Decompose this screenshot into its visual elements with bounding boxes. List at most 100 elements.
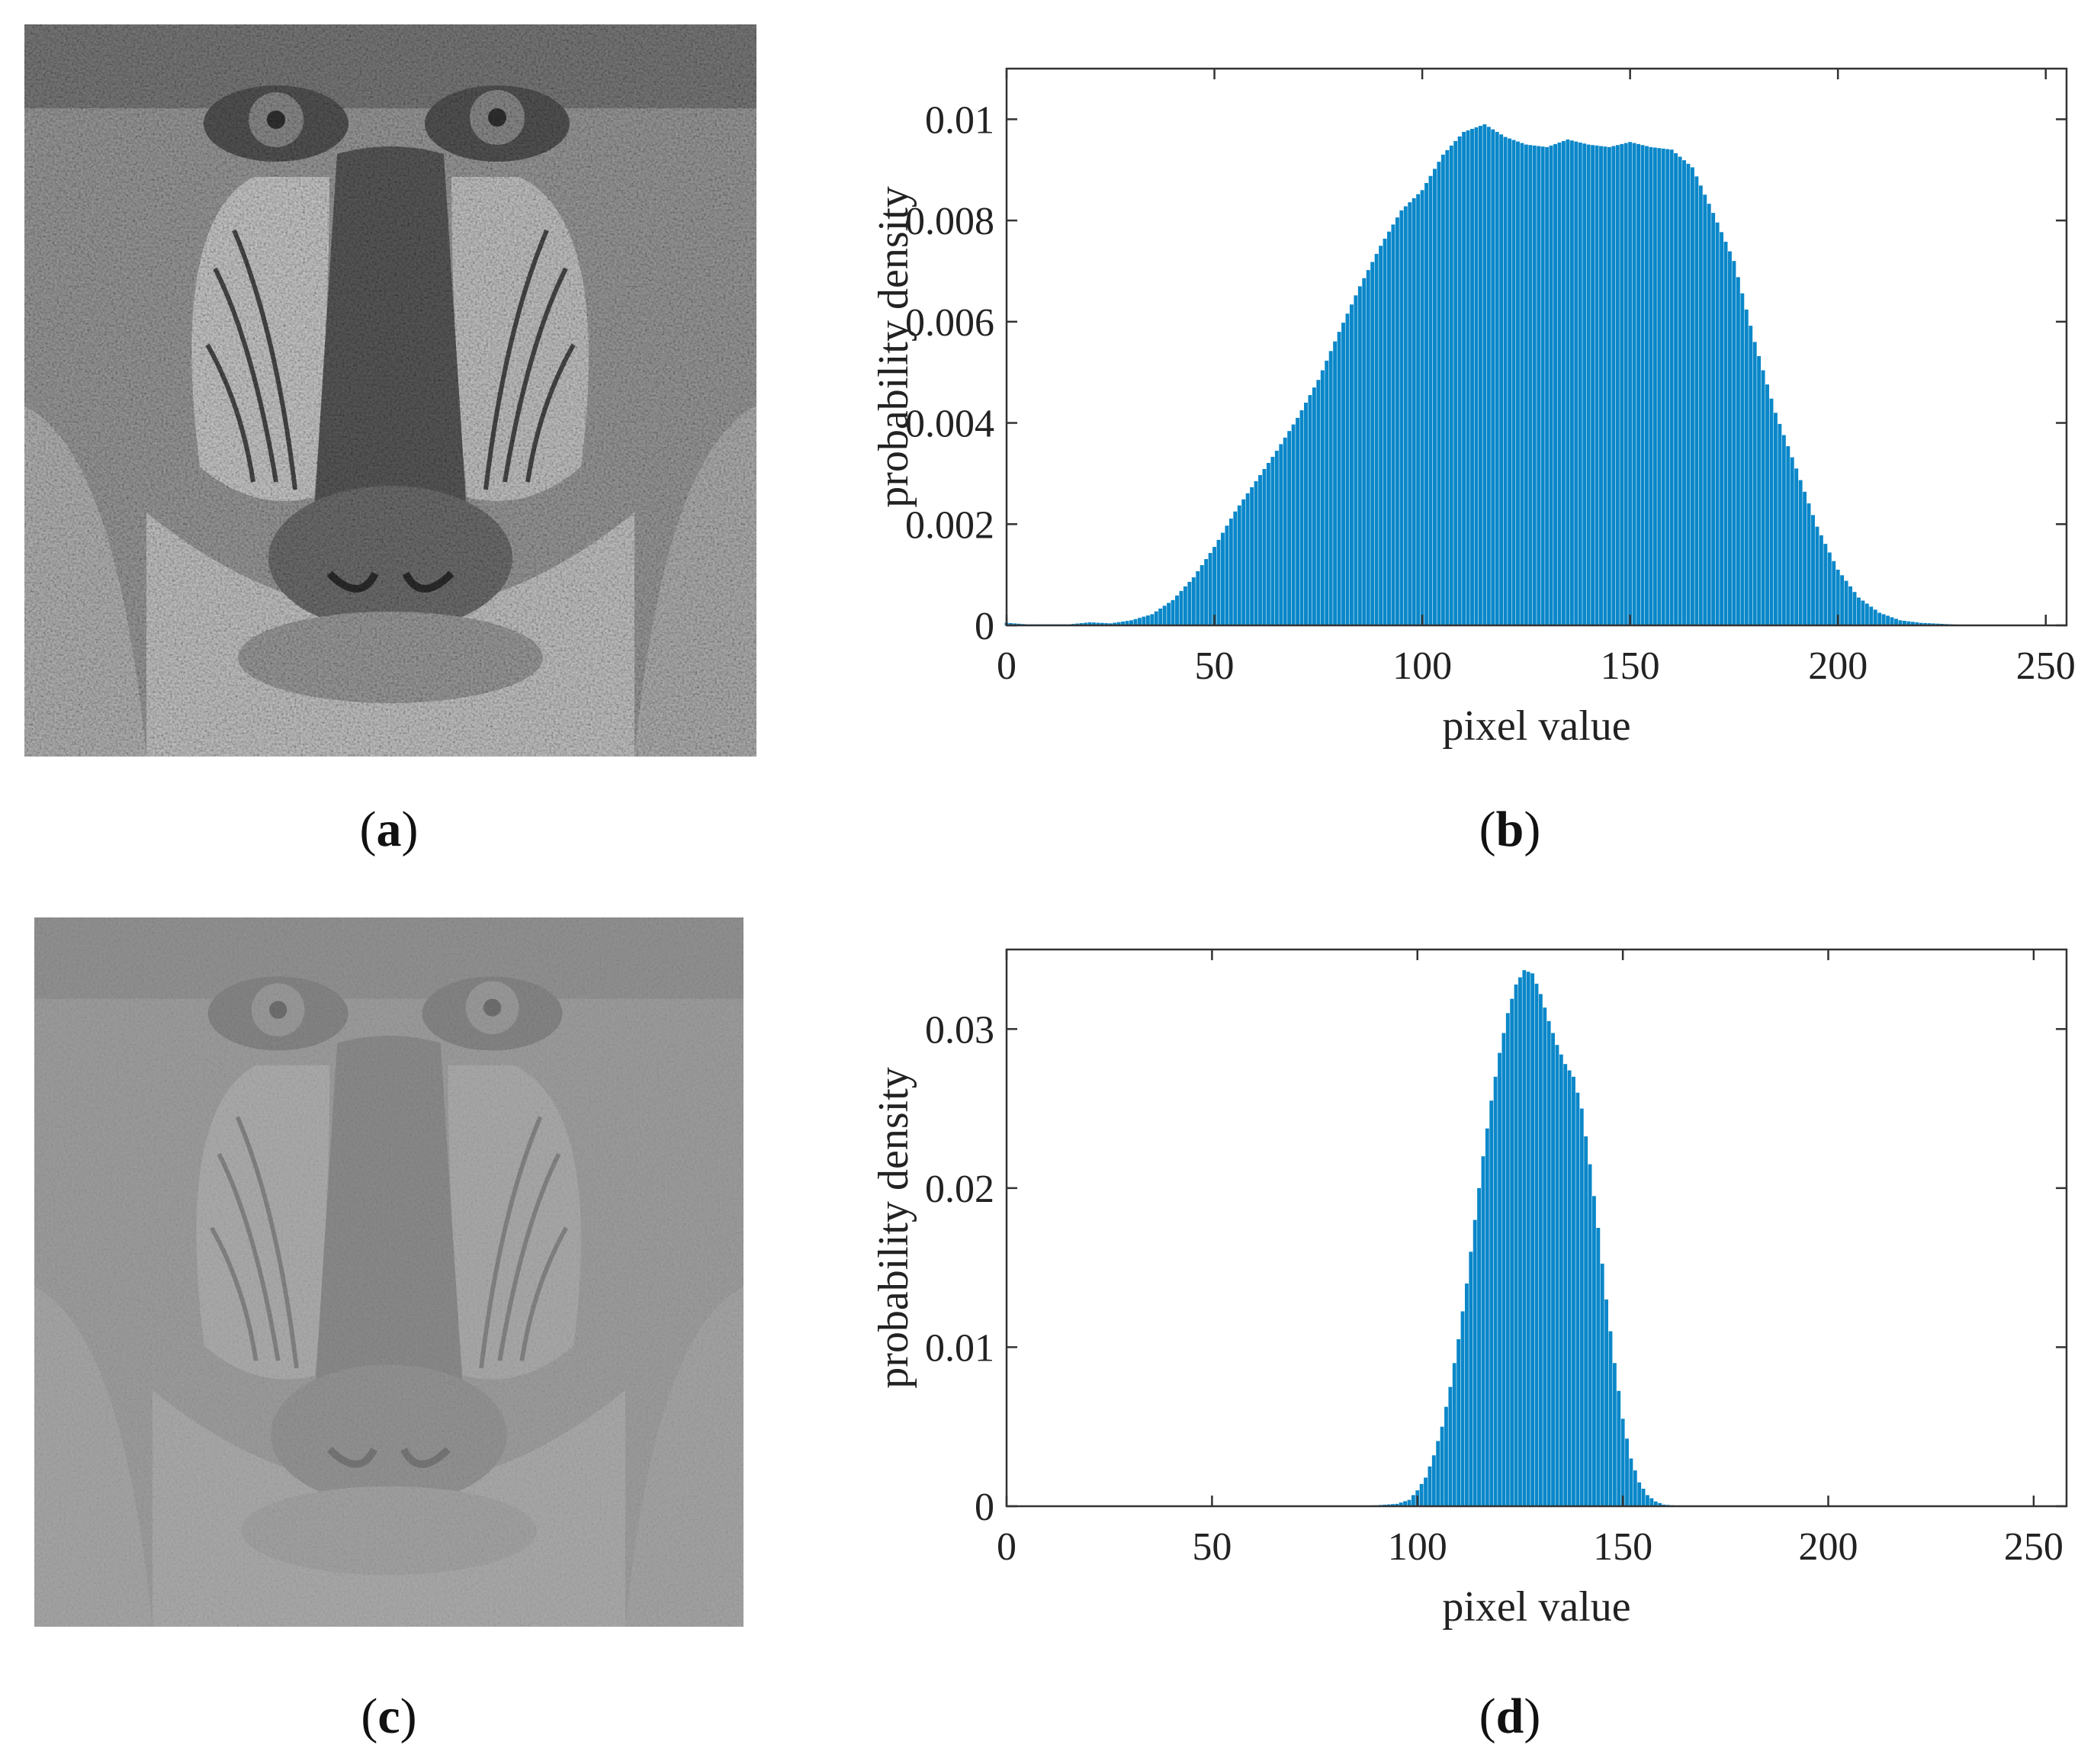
histogram-bar bbox=[1474, 127, 1479, 626]
histogram-bar bbox=[1087, 622, 1092, 625]
histogram-bar bbox=[1703, 194, 1707, 625]
histogram-bar bbox=[1129, 620, 1133, 625]
histogram-bar bbox=[1765, 384, 1769, 625]
histogram-bar bbox=[1419, 1483, 1424, 1506]
histogram-bar bbox=[1682, 160, 1686, 625]
panel-caption-b: (b) bbox=[1479, 802, 1541, 857]
histogram-bar bbox=[1510, 998, 1514, 1506]
histogram-bar bbox=[1482, 124, 1487, 625]
histogram-svg-d: 0 50 100 150 200 250 0 0.01 0.02 0.03 pixel value p… bbox=[870, 948, 2068, 1631]
histogram-bar bbox=[1661, 148, 1665, 626]
histogram-bar bbox=[1674, 153, 1678, 625]
x-tick-label: 100 bbox=[1392, 644, 1452, 688]
histogram-bar bbox=[1514, 984, 1518, 1506]
histogram-bar bbox=[1079, 623, 1084, 625]
histogram-bar bbox=[1596, 1228, 1601, 1506]
histogram-bar bbox=[1592, 1196, 1596, 1506]
histogram-bar bbox=[1457, 136, 1462, 625]
histogram-bar bbox=[1408, 202, 1412, 625]
histogram-bar bbox=[1698, 185, 1703, 626]
histogram-bar bbox=[1274, 451, 1279, 625]
histogram-bar bbox=[1379, 246, 1383, 625]
histogram-bar bbox=[1744, 309, 1749, 625]
histogram-bar bbox=[1579, 1108, 1584, 1506]
histogram-bar bbox=[1604, 1299, 1609, 1506]
histogram-bar bbox=[1578, 142, 1582, 625]
histogram-bar bbox=[1555, 1045, 1559, 1506]
histogram-bar bbox=[1464, 1284, 1469, 1506]
histogram-bar bbox=[1416, 194, 1421, 625]
histogram-bar bbox=[1600, 1263, 1604, 1506]
histogram-bar bbox=[1312, 387, 1316, 625]
x-tick-label: 100 bbox=[1388, 1525, 1447, 1569]
histogram-bar bbox=[1191, 577, 1196, 625]
histogram-bar bbox=[1320, 370, 1325, 625]
histogram-bar bbox=[1603, 146, 1607, 625]
histogram-bar bbox=[1183, 586, 1187, 625]
histogram-bar bbox=[1440, 154, 1445, 625]
histogram-bar bbox=[1241, 499, 1246, 625]
histogram-bar bbox=[1424, 1477, 1428, 1506]
histogram-bar bbox=[1403, 1501, 1408, 1506]
histogram-bar bbox=[1584, 1136, 1588, 1506]
histogram-bar bbox=[1620, 1419, 1625, 1506]
histogram-bar bbox=[1711, 213, 1716, 625]
histogram-bar bbox=[1216, 539, 1221, 625]
histogram-bar bbox=[1915, 622, 1919, 625]
histogram-bar bbox=[1391, 1504, 1395, 1506]
histogram-bar bbox=[1658, 1502, 1662, 1506]
x-tick-label: 150 bbox=[1593, 1525, 1652, 1569]
histogram-bar bbox=[1890, 617, 1894, 625]
histogram-bar bbox=[1790, 457, 1794, 625]
histogram-bar bbox=[1563, 1064, 1568, 1506]
histogram-bar bbox=[1848, 586, 1853, 625]
histogram-bar bbox=[1428, 1466, 1432, 1506]
histogram-bar bbox=[1225, 525, 1229, 625]
histogram-bar bbox=[1508, 138, 1512, 625]
histogram-bar bbox=[1121, 621, 1126, 625]
histogram-bar bbox=[1524, 144, 1528, 626]
histogram-bar bbox=[1444, 1406, 1448, 1506]
histogram-bar bbox=[1707, 204, 1711, 625]
histogram-bar bbox=[1254, 480, 1258, 625]
histogram-bar bbox=[1819, 535, 1823, 625]
baboon-illustration-c bbox=[34, 917, 743, 1627]
histogram-bar bbox=[1495, 131, 1499, 625]
histogram-bar bbox=[1221, 532, 1225, 625]
histogram-bar bbox=[1150, 614, 1155, 625]
histogram-bar bbox=[1526, 972, 1530, 1506]
histogram-bar bbox=[1470, 128, 1474, 626]
y-tick-label: 0.01 bbox=[925, 98, 994, 142]
histogram-bar bbox=[1919, 622, 1923, 625]
histogram-bar bbox=[1208, 553, 1212, 625]
histogram-bar bbox=[1357, 286, 1362, 625]
histogram-bar bbox=[1171, 599, 1175, 625]
histogram-bar bbox=[1137, 618, 1142, 625]
histogram-bar bbox=[1637, 1482, 1642, 1506]
histogram-bar bbox=[1179, 590, 1183, 625]
histogram-bar bbox=[1803, 491, 1807, 625]
x-tick-label: 50 bbox=[1195, 644, 1235, 688]
histogram-bar bbox=[1505, 1013, 1510, 1506]
histogram-bar bbox=[1493, 1076, 1498, 1506]
histogram-bar bbox=[1588, 1164, 1592, 1506]
histogram-bar bbox=[1686, 163, 1691, 625]
histogram-bar bbox=[1391, 224, 1395, 625]
histogram-bar bbox=[1932, 623, 1936, 625]
histogram-bar bbox=[1720, 232, 1724, 626]
histogram-bar bbox=[1167, 602, 1171, 625]
histogram-bar bbox=[1283, 437, 1287, 625]
histogram-bar bbox=[1104, 623, 1109, 625]
panel-caption-d: (d) bbox=[1479, 1688, 1541, 1744]
histogram-bar bbox=[1628, 142, 1633, 626]
y-axis-label: probability density bbox=[870, 186, 917, 508]
histogram-bar bbox=[1757, 355, 1762, 625]
x-tick-label: 250 bbox=[2016, 644, 2076, 688]
histogram-bar bbox=[1761, 370, 1765, 625]
histogram-bar bbox=[1337, 332, 1341, 625]
histogram-bar bbox=[1469, 1252, 1473, 1506]
histogram-bar bbox=[1617, 1390, 1621, 1506]
histogram-bar bbox=[1653, 1501, 1658, 1506]
histogram-bar bbox=[1462, 131, 1466, 625]
histogram-bar bbox=[1769, 398, 1774, 625]
